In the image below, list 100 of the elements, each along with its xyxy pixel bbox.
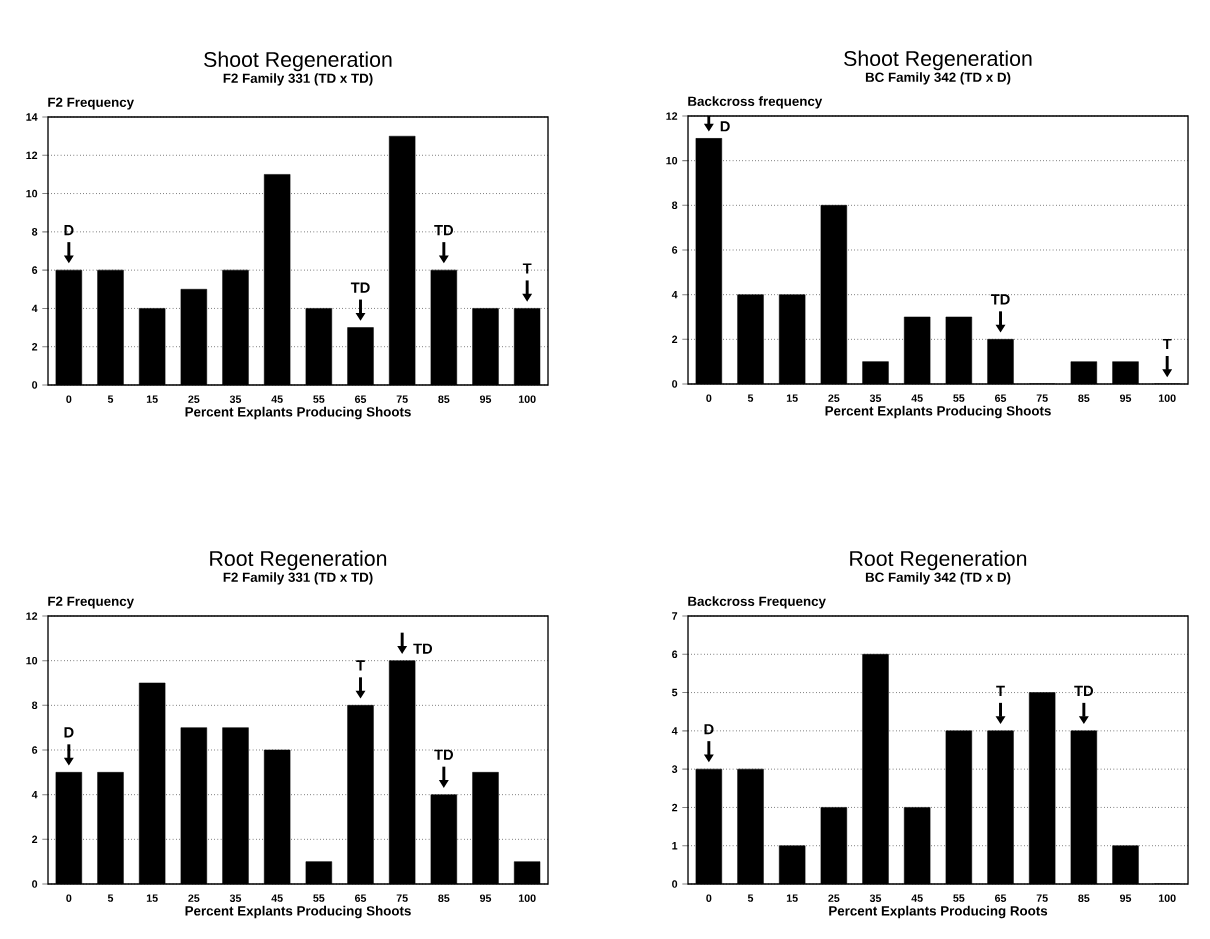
x-tick-label: 55 bbox=[953, 894, 965, 902]
x-tick-label: 25 bbox=[828, 394, 840, 402]
chart-subtitle: F2 Family 331 (TD x TD) bbox=[223, 73, 373, 86]
x-tick-label: 100 bbox=[518, 894, 536, 902]
y-axis-title: F2 Frequency bbox=[48, 596, 134, 609]
x-tick-label: 35 bbox=[869, 894, 882, 902]
x-tick-label: 85 bbox=[438, 395, 450, 403]
y-tick-label: 10 bbox=[26, 656, 38, 665]
y-tick-label: 0 bbox=[32, 381, 38, 389]
x-tick-label: 25 bbox=[188, 395, 200, 403]
x-tick-label: 0 bbox=[66, 894, 72, 902]
y-tick-label: 0 bbox=[32, 880, 38, 888]
y-tick-label: 7 bbox=[672, 612, 678, 620]
x-tick-label: 5 bbox=[107, 894, 114, 902]
y-tick-label: 8 bbox=[672, 201, 678, 210]
annotation: TD bbox=[990, 294, 1010, 305]
chart-subtitle: BC Family 342 (TD x D) bbox=[865, 572, 1011, 585]
x-tick-label: 75 bbox=[1036, 894, 1048, 902]
annotation: T bbox=[522, 263, 532, 274]
annotation: T bbox=[996, 685, 1005, 696]
y-tick-label: 6 bbox=[672, 650, 678, 659]
x-tick-label: 0 bbox=[66, 395, 72, 403]
x-tick-label: 55 bbox=[313, 894, 325, 902]
annotation: D bbox=[720, 121, 730, 132]
y-tick-label: 12 bbox=[26, 151, 38, 159]
y-tick-label: 12 bbox=[666, 112, 678, 120]
annotation: TD bbox=[434, 225, 453, 236]
x-tick-label: 0 bbox=[706, 894, 712, 902]
x-tick-label: 25 bbox=[828, 894, 840, 902]
x-tick-label: 95 bbox=[479, 395, 492, 403]
x-tick-label: 15 bbox=[786, 894, 798, 902]
y-tick-label: 0 bbox=[672, 880, 678, 888]
x-tick-label: 35 bbox=[869, 394, 882, 402]
y-tick-label: 8 bbox=[32, 701, 38, 710]
y-tick-label: 6 bbox=[672, 246, 678, 254]
y-tick-label: 2 bbox=[32, 835, 38, 844]
y-tick-label: 1 bbox=[672, 842, 678, 850]
x-tick-label: 65 bbox=[994, 394, 1007, 402]
x-tick-label: 45 bbox=[271, 395, 283, 403]
y-tick-label: 12 bbox=[26, 612, 38, 620]
x-tick-label: 5 bbox=[747, 894, 754, 902]
x-tick-label: 15 bbox=[146, 395, 158, 403]
chart-title: Root Regeneration bbox=[850, 550, 1027, 571]
x-tick-label: 95 bbox=[479, 894, 492, 902]
x-tick-label: 45 bbox=[911, 394, 923, 402]
y-axis-title: Backcross frequency bbox=[688, 96, 823, 109]
chart-title: Shoot Regeneration bbox=[844, 50, 1032, 71]
x-axis-title: Percent Explants Producing Shoots bbox=[825, 405, 1051, 419]
y-axis-title: F2 Frequency bbox=[48, 97, 134, 110]
x-axis-title: Percent Explants Producing Shoots bbox=[185, 406, 411, 420]
x-tick-label: 75 bbox=[396, 395, 408, 403]
x-tick-label: 5 bbox=[747, 394, 754, 402]
x-tick-label: 95 bbox=[1119, 894, 1132, 902]
y-tick-label: 4 bbox=[671, 727, 678, 735]
annotation: TD bbox=[413, 643, 433, 654]
x-tick-label: 95 bbox=[1119, 394, 1132, 402]
y-axis-title: Backcross Frequency bbox=[688, 596, 826, 609]
x-tick-label: 85 bbox=[438, 894, 450, 902]
chart-title: Root Regeneration bbox=[210, 550, 387, 571]
x-tick-label: 45 bbox=[911, 894, 923, 902]
y-tick-label: 4 bbox=[31, 304, 38, 313]
x-tick-label: 65 bbox=[354, 395, 367, 403]
x-tick-label: 55 bbox=[953, 394, 965, 402]
x-tick-label: 65 bbox=[354, 894, 367, 902]
x-tick-label: 5 bbox=[107, 395, 114, 403]
chart-subtitle: BC Family 342 (TD x D) bbox=[865, 72, 1011, 85]
x-tick-label: 100 bbox=[1158, 394, 1176, 402]
x-tick-label: 0 bbox=[706, 394, 712, 402]
annotation: T bbox=[356, 660, 365, 671]
x-tick-label: 85 bbox=[1078, 394, 1090, 402]
x-tick-label: 100 bbox=[518, 395, 536, 403]
annotation: TD bbox=[1074, 685, 1094, 696]
annotation: D bbox=[704, 724, 714, 735]
chart-subtitle: F2 Family 331 (TD x TD) bbox=[223, 572, 373, 585]
y-tick-label: 10 bbox=[26, 189, 38, 198]
x-tick-label: 85 bbox=[1078, 894, 1090, 902]
annotation: D bbox=[64, 727, 74, 738]
y-tick-label: 4 bbox=[31, 791, 38, 799]
y-tick-label: 2 bbox=[672, 335, 678, 344]
chart-title: Shoot Regeneration bbox=[204, 51, 392, 72]
x-tick-label: 35 bbox=[229, 894, 242, 902]
x-tick-label: 15 bbox=[146, 894, 158, 902]
y-tick-label: 6 bbox=[32, 746, 38, 754]
y-tick-label: 0 bbox=[672, 380, 678, 388]
x-tick-label: 75 bbox=[396, 894, 408, 902]
y-tick-label: 4 bbox=[671, 290, 678, 299]
x-tick-label: 45 bbox=[271, 894, 283, 902]
y-tick-label: 6 bbox=[32, 266, 38, 274]
annotation: T bbox=[1162, 338, 1172, 350]
y-tick-label: 14 bbox=[26, 113, 38, 121]
x-tick-label: 100 bbox=[1158, 894, 1176, 902]
y-tick-label: 3 bbox=[671, 765, 678, 773]
x-tick-label: 35 bbox=[229, 395, 242, 403]
y-tick-label: 5 bbox=[672, 688, 678, 697]
y-tick-label: 2 bbox=[32, 342, 38, 351]
annotation: D bbox=[64, 225, 74, 236]
x-tick-label: 55 bbox=[313, 395, 325, 403]
x-axis-title: Percent Explants Producing Roots bbox=[829, 905, 1048, 919]
x-tick-label: 65 bbox=[994, 894, 1007, 902]
y-tick-label: 10 bbox=[666, 156, 678, 165]
